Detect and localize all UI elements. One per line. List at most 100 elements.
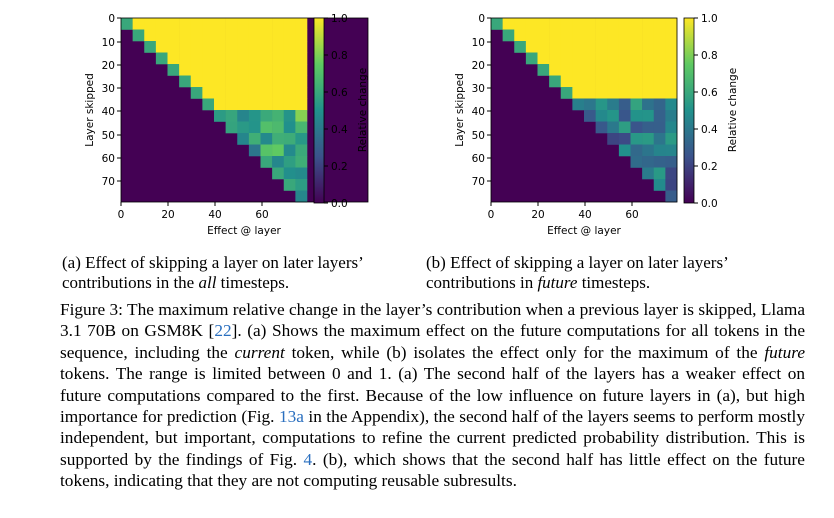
heatmap-cell [642,64,655,76]
heatmap-cell [595,18,608,30]
y-tick-label: 40 [102,106,115,118]
heatmap-cell [225,41,238,53]
heatmap-cell [237,29,250,42]
heatmap-cell [272,110,285,122]
figure-ref-link[interactable]: 4 [303,449,313,469]
heatmap-cell [237,18,250,30]
caption-text: . (b), which shows that the second half … [60,449,805,491]
heatmap-cell [272,167,285,180]
heatmap-panel-a: 0 10 20 30 40 50 60 70 0 20 40 60 Effect… [60,0,380,245]
heatmap-cell [179,52,192,65]
heatmap-cell [214,64,226,76]
heatmap-cell [584,98,596,111]
heatmap-cell [283,18,296,30]
heatmap-cell [167,41,180,53]
heatmap-cell [642,98,655,111]
y-tick-label: 30 [102,83,115,95]
heatmap-cell [595,98,608,111]
heatmap-cell [190,41,203,53]
y-tick-label: 20 [472,60,485,72]
heatmap-cell [202,64,215,76]
heatmap-cell [225,121,238,134]
subcaption-text: contributions in [426,273,538,292]
subcaption-text: timesteps. [216,273,290,292]
heatmap-cell [144,41,157,53]
heatmap-cell [630,41,643,53]
heatmap-cell [618,52,631,65]
heatmap-cell [549,41,562,53]
heatmap-a-xticks: 0 20 40 60 [118,202,269,221]
heatmap-cell [295,156,308,168]
y-tick-label: 70 [102,176,115,188]
figure-ref-link[interactable]: 13a [278,407,304,427]
heatmap-a-svg: 0 10 20 30 40 50 60 70 0 20 40 60 Effect… [84,13,369,237]
heatmap-cell [190,29,203,42]
heatmap-cell [272,18,285,30]
heatmap-cell [225,110,238,122]
heatmap-cell [607,64,620,76]
heatmap-cell [642,52,655,65]
heatmap-cell [642,121,655,134]
x-axis-label: Effect @ layer [547,225,621,237]
heatmap-cell [572,29,585,42]
citation-link[interactable]: 22 [214,321,232,341]
heatmap-cell [653,29,666,42]
x-tick-label: 60 [255,209,268,221]
heatmap-cell [572,52,585,65]
heatmap-cell [584,110,596,122]
heatmap-cell [665,87,678,99]
caption-text: ]. (a) Shows the maximum effect on the f… [60,321,805,362]
heatmap-cell [549,64,562,76]
heatmap-cell [260,121,273,134]
heatmap-cell [584,18,596,30]
heatmap-b-yticks: 0 10 20 30 40 50 60 70 [472,13,491,188]
heatmap-cell [618,87,631,99]
heatmap-cell [653,133,666,145]
heatmap-a-plot [120,17,369,203]
y-tick-label: 60 [472,153,485,165]
heatmap-cell [295,87,308,99]
heatmap-cell [560,75,573,88]
heatmap-cell [283,167,296,180]
heatmap-cell [665,179,678,191]
heatmap-cell [549,18,562,30]
heatmap-cell [260,18,273,30]
heatmap-cell [595,121,608,134]
heatmap-cell [179,75,192,88]
heatmap-cell [144,29,157,42]
heatmap-cell [260,133,273,145]
heatmap-cell [237,75,250,88]
heatmap-cell [572,75,585,88]
heatmap-cell [283,29,296,42]
heatmap-cell [225,18,238,30]
heatmap-cell [630,110,643,122]
heatmap-cell [502,29,515,42]
heatmap-cell [537,29,550,42]
heatmap-cell [248,133,261,145]
heatmap-cell [214,41,226,53]
heatmap-cell [618,64,631,76]
x-tick-label: 20 [531,209,544,221]
x-tick-label: 0 [488,209,495,221]
heatmap-cell [260,41,273,53]
y-tick-label: 50 [472,130,485,142]
x-tick-label: 40 [578,209,591,221]
heatmap-cell [295,29,308,42]
heatmap-cell [607,98,620,111]
colorbar-b [683,17,695,204]
y-tick-label: 10 [102,37,115,49]
heatmap-cell [190,87,203,99]
y-tick-label: 20 [102,60,115,72]
heatmap-cell [642,87,655,99]
heatmap-cell [653,167,666,180]
heatmap-cell [618,110,631,122]
heatmap-cell [283,87,296,99]
heatmap-cell [595,75,608,88]
heatmap-cell [630,64,643,76]
heatmap-cell [549,75,562,88]
heatmap-cell [653,75,666,88]
heatmap-cell [295,75,308,88]
heatmap-b-frame [490,17,678,203]
heatmap-cell [144,18,157,30]
heatmap-b-svg: 0 10 20 30 40 50 60 70 0 20 40 60 Effect… [454,13,739,237]
